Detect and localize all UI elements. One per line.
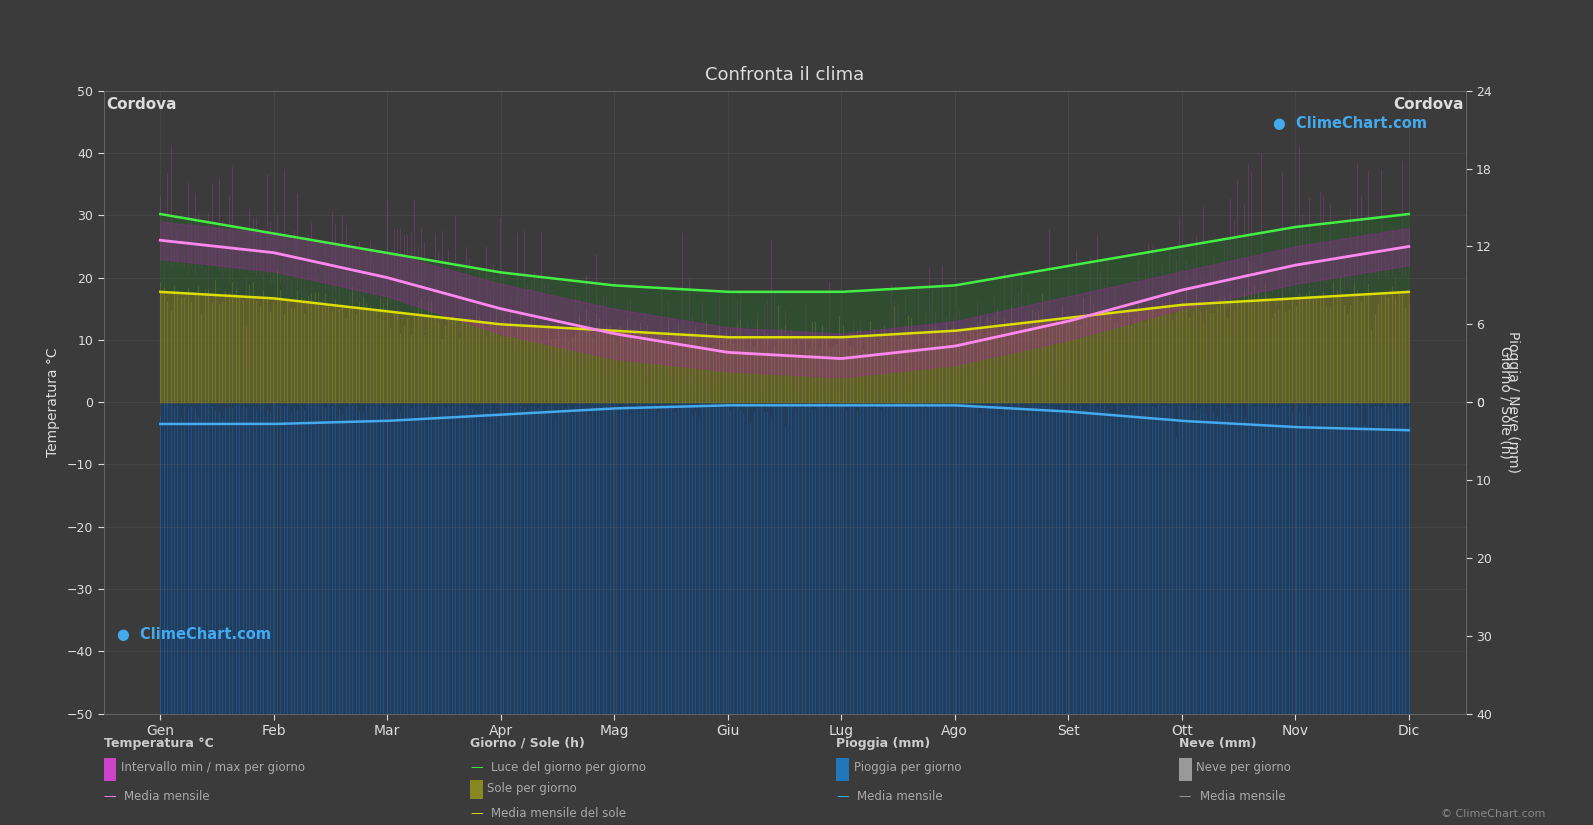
Text: Cordova: Cordova [105, 97, 177, 112]
Text: Temperatura °C: Temperatura °C [104, 737, 213, 750]
Text: Media mensile: Media mensile [1200, 790, 1286, 804]
Y-axis label: Giorno / Sole (h): Giorno / Sole (h) [1499, 346, 1513, 459]
Text: —: — [470, 761, 483, 775]
Title: Confronta il clima: Confronta il clima [706, 66, 863, 83]
Text: ●  ClimeChart.com: ● ClimeChart.com [1273, 116, 1427, 131]
Text: —: — [836, 790, 849, 804]
Text: —: — [470, 807, 483, 820]
Text: —: — [104, 790, 116, 804]
Text: Sole per giorno: Sole per giorno [487, 782, 577, 795]
Text: Neve (mm): Neve (mm) [1179, 737, 1257, 750]
Text: Media mensile: Media mensile [124, 790, 210, 804]
Text: ●  ClimeChart.com: ● ClimeChart.com [118, 627, 271, 642]
Y-axis label: Pioggia / Neve (mm): Pioggia / Neve (mm) [1505, 331, 1520, 474]
Text: Media mensile del sole: Media mensile del sole [491, 807, 626, 820]
Text: Pioggia per giorno: Pioggia per giorno [854, 761, 961, 775]
Text: —: — [1179, 790, 1192, 804]
Text: Luce del giorno per giorno: Luce del giorno per giorno [491, 761, 645, 775]
Y-axis label: Temperatura °C: Temperatura °C [46, 347, 59, 457]
Text: Intervallo min / max per giorno: Intervallo min / max per giorno [121, 761, 306, 775]
Text: Giorno / Sole (h): Giorno / Sole (h) [470, 737, 585, 750]
Text: Media mensile: Media mensile [857, 790, 943, 804]
Text: Neve per giorno: Neve per giorno [1196, 761, 1292, 775]
Text: Cordova: Cordova [1392, 97, 1464, 112]
Text: Pioggia (mm): Pioggia (mm) [836, 737, 930, 750]
Text: © ClimeChart.com: © ClimeChart.com [1440, 808, 1545, 818]
